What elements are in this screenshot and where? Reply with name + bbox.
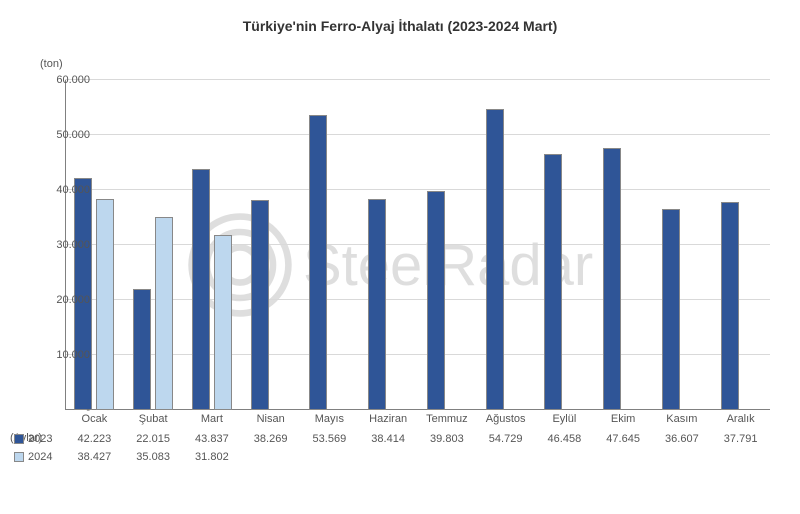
- bar-2023: [486, 109, 504, 410]
- legend-value-cell: 36.607: [653, 433, 712, 445]
- legend-series-header: 2024: [12, 451, 65, 463]
- legend-value-cell: 54.729: [476, 433, 535, 445]
- legend-value-cell: 39.803: [418, 433, 477, 445]
- bar-2023: [721, 202, 739, 410]
- bar-2023: [133, 289, 151, 410]
- month-slot: [594, 80, 653, 410]
- month-slot: [300, 80, 359, 410]
- legend-value-cell: 53.569: [300, 433, 359, 445]
- legend-value-cell: 31.802: [183, 451, 242, 463]
- bar-2023: [309, 115, 327, 410]
- x-tick-label: Mart: [183, 413, 242, 425]
- x-tick-label: Eylül: [535, 413, 594, 425]
- legend-value-cell: 38.427: [65, 451, 124, 463]
- bar-2023: [251, 200, 269, 410]
- legend-series-header: 2023: [12, 433, 65, 445]
- legend-row: 2023 42.22322.01543.83738.26953.56938.414…: [12, 430, 774, 448]
- month-slot: [241, 80, 300, 410]
- month-slot: [183, 80, 242, 410]
- y-tick-label: 60.000: [40, 74, 90, 86]
- x-tick-label: Kasım: [653, 413, 712, 425]
- bar-2023: [544, 154, 562, 410]
- y-tick-label: 40.000: [40, 184, 90, 196]
- legend-value-cell: 46.458: [535, 433, 594, 445]
- legend-data-table: 2023 42.22322.01543.83738.26953.56938.414…: [12, 430, 774, 466]
- legend-series-name: 2023: [28, 433, 52, 445]
- x-tick-label: Aralık: [711, 413, 770, 425]
- bar-2023: [662, 209, 680, 410]
- x-tick-label: Haziran: [359, 413, 418, 425]
- month-slot: [653, 80, 712, 410]
- bars-container: [65, 80, 770, 410]
- bar-2024: [214, 235, 232, 410]
- month-slot: [476, 80, 535, 410]
- legend-value-cell: 37.791: [711, 433, 770, 445]
- legend-value-cell: 38.414: [359, 433, 418, 445]
- bar-2023: [427, 191, 445, 410]
- month-slot: [124, 80, 183, 410]
- legend-swatch-icon: [14, 434, 24, 444]
- bar-2023: [192, 169, 210, 410]
- plot-area: SteelRadar: [65, 80, 770, 410]
- x-tick-label: Temmuz: [418, 413, 477, 425]
- x-tick-label: Ağustos: [476, 413, 535, 425]
- month-slot: [359, 80, 418, 410]
- chart-title: Türkiye'nin Ferro-Alyaj İthalatı (2023-2…: [0, 0, 800, 34]
- x-axis-labels: OcakŞubatMartNisanMayısHaziranTemmuzAğus…: [65, 413, 770, 425]
- x-tick-label: Şubat: [124, 413, 183, 425]
- legend-value-cell: 47.645: [594, 433, 653, 445]
- month-slot: [535, 80, 594, 410]
- x-tick-label: Mayıs: [300, 413, 359, 425]
- legend-value-cell: 38.269: [241, 433, 300, 445]
- bar-2023: [603, 148, 621, 410]
- legend-value-cell: 35.083: [124, 451, 183, 463]
- month-slot: [711, 80, 770, 410]
- y-axis-label: (ton): [40, 58, 63, 70]
- legend-series-name: 2024: [28, 451, 52, 463]
- legend-value-cell: 22.015: [124, 433, 183, 445]
- y-tick-label: 50.000: [40, 129, 90, 141]
- y-tick-label: 20.000: [40, 294, 90, 306]
- legend-row: 2024 38.42735.08331.802: [12, 448, 774, 466]
- x-tick-label: Ocak: [65, 413, 124, 425]
- legend-value-cell: 43.837: [183, 433, 242, 445]
- x-tick-label: Nisan: [241, 413, 300, 425]
- bar-2023: [368, 199, 386, 410]
- bar-2024: [96, 199, 114, 410]
- legend-swatch-icon: [14, 452, 24, 462]
- y-tick-label: 10.000: [40, 349, 90, 361]
- y-tick-label: 30.000: [40, 239, 90, 251]
- legend-value-cell: 42.223: [65, 433, 124, 445]
- month-slot: [418, 80, 477, 410]
- bar-2024: [155, 217, 173, 410]
- x-tick-label: Ekim: [594, 413, 653, 425]
